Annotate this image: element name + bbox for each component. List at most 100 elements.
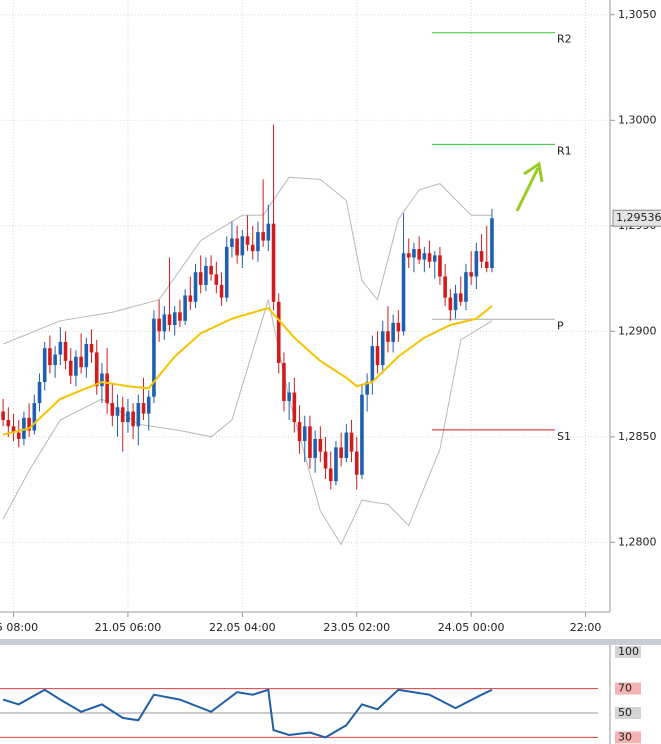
candle-body — [375, 346, 380, 366]
candle-body — [453, 293, 458, 311]
candle-body — [282, 362, 286, 401]
candle-body — [120, 407, 125, 423]
candle-body — [458, 293, 463, 302]
candle-body — [443, 276, 447, 298]
candle-body — [167, 314, 172, 325]
trend-arrow — [515, 161, 544, 212]
candle-body — [146, 396, 151, 414]
candle-body — [16, 432, 21, 439]
candle-body — [401, 253, 406, 332]
arrow-head — [523, 161, 544, 183]
candle-body — [193, 272, 198, 302]
x-tick-label: 22:00 — [570, 621, 602, 634]
candle-body — [334, 447, 338, 482]
candle-body — [209, 265, 213, 275]
candle-body — [360, 394, 364, 475]
candle-body — [6, 419, 11, 427]
candle-body — [266, 223, 271, 241]
candle-body — [230, 238, 234, 247]
candle-body — [427, 253, 432, 262]
candle-body — [339, 447, 343, 458]
candle-body — [11, 426, 16, 433]
candle-body — [22, 417, 26, 439]
candle-body — [287, 392, 291, 401]
candle-body — [464, 272, 468, 302]
candle-body — [53, 354, 57, 366]
candle-body — [219, 284, 224, 298]
candle-body — [84, 343, 89, 368]
candle-body — [100, 373, 104, 387]
candle-body — [245, 236, 250, 245]
y-tick-label: 1,2900 — [618, 324, 657, 337]
pivot-label: R2 — [557, 33, 572, 46]
y-tick-label: 30 — [618, 730, 632, 743]
candle-body — [318, 438, 323, 452]
candle-body — [490, 218, 494, 269]
y-tick-label: 100 — [618, 645, 639, 658]
candle-body — [313, 438, 317, 458]
last-price-label: 1,29536 — [616, 211, 661, 224]
candle-body — [271, 223, 276, 302]
candle-body — [37, 381, 42, 404]
candle-body — [204, 265, 208, 285]
candle-body — [328, 468, 333, 482]
candle-body — [27, 417, 31, 431]
x-tick-label: 22.05 04:00 — [209, 621, 276, 634]
candle-body — [74, 356, 78, 376]
y-tick-box — [615, 645, 641, 658]
arrow-shaft — [515, 167, 540, 212]
candle-body — [58, 341, 63, 355]
pivot-label: S1 — [557, 430, 571, 443]
y-tick-box — [615, 731, 641, 744]
candle-body — [172, 312, 177, 325]
pivot-label: R1 — [557, 144, 572, 157]
candle-body — [126, 411, 130, 423]
candle-body — [250, 244, 255, 252]
x-tick-label: 21.05 06:00 — [95, 621, 162, 634]
last-price-box — [612, 209, 661, 227]
candle-body — [110, 403, 115, 416]
pivot-label: P — [557, 319, 564, 332]
candle-body — [349, 432, 354, 452]
candle-body — [354, 451, 359, 475]
candle-body — [448, 297, 453, 311]
candle-body — [380, 331, 385, 366]
y-tick-label: 1,2800 — [618, 535, 657, 548]
candle-body — [152, 318, 156, 397]
candle-body — [438, 255, 442, 277]
candle-body — [1, 411, 5, 420]
candle-body — [224, 246, 229, 298]
candle-body — [422, 253, 427, 260]
bollinger-upper — [2, 176, 492, 345]
candle-body — [432, 255, 437, 262]
candle-body — [183, 295, 187, 321]
candle-body — [89, 343, 94, 353]
candle-body — [235, 238, 239, 256]
candle-body — [131, 411, 135, 427]
candle-body — [406, 253, 411, 258]
candle-body — [276, 301, 281, 363]
candle-body — [370, 346, 375, 382]
candle-body — [344, 432, 349, 458]
candle-body — [105, 373, 109, 404]
candle-body — [136, 403, 141, 427]
candle-body — [323, 451, 328, 469]
moving-average — [2, 305, 493, 436]
candle-body — [141, 403, 146, 414]
candle-body — [48, 348, 52, 366]
x-tick-label: 24.05 00:00 — [438, 621, 505, 634]
x-tick-label: 23.05 02:00 — [323, 621, 390, 634]
panel-separator — [0, 639, 661, 645]
candle-body — [479, 251, 484, 262]
y-tick-label: 70 — [618, 682, 632, 695]
candle-body — [256, 232, 260, 252]
candle-body — [198, 272, 203, 285]
y-tick-label: 50 — [618, 706, 632, 719]
candle-body — [79, 356, 83, 368]
candle-body — [297, 422, 302, 442]
candle-body — [412, 249, 416, 258]
candle-body — [214, 274, 219, 285]
candle-body — [157, 318, 161, 332]
x-tick-label: 05 08:00 — [0, 621, 38, 634]
